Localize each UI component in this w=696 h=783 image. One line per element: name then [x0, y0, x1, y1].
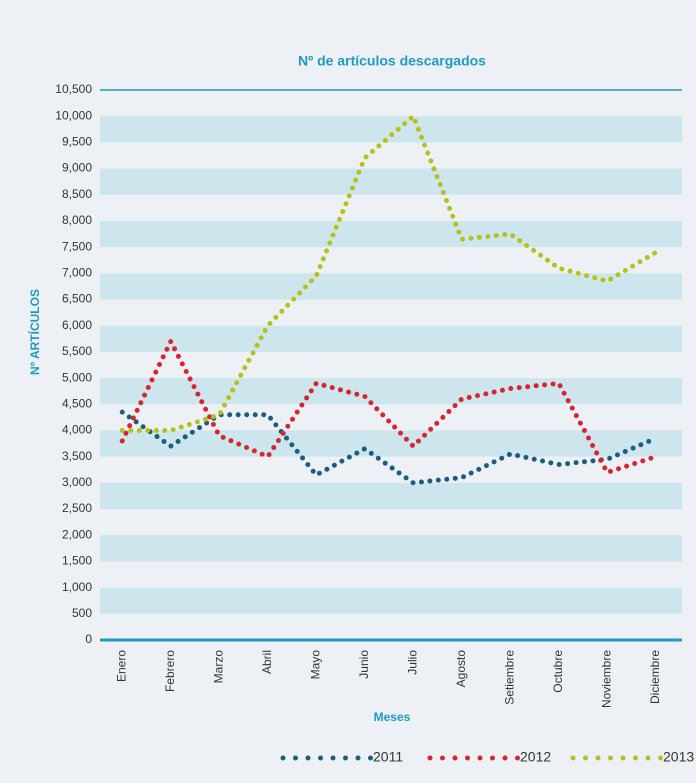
y-tick-label: 1,500 — [62, 554, 92, 568]
y-tick-label: 10,000 — [55, 108, 92, 122]
grid-band — [100, 273, 682, 300]
y-tick-label: 500 — [72, 606, 92, 620]
grid-band — [100, 168, 682, 195]
y-tick-label: 6,000 — [62, 318, 92, 332]
grid-band — [100, 535, 682, 562]
x-axis-label: Meses — [374, 710, 411, 724]
x-tick-label: Julio — [405, 650, 419, 675]
x-tick-label: Mayo — [308, 650, 322, 680]
y-tick-label: 9,500 — [62, 135, 92, 149]
x-tick-label: Marzo — [211, 650, 225, 684]
x-tick-label: Enero — [114, 650, 128, 682]
y-tick-label: 5,500 — [62, 344, 92, 358]
y-tick-label: 7,000 — [62, 266, 92, 280]
y-tick-label: 5,000 — [62, 370, 92, 384]
y-tick-label: 9,000 — [62, 161, 92, 175]
y-tick-label: 3,000 — [62, 475, 92, 489]
x-tick-label: Octubre — [551, 650, 565, 693]
x-tick-label: Febrero — [163, 650, 177, 692]
y-tick-label: 2,000 — [62, 527, 92, 541]
grid-band — [100, 378, 682, 405]
grid-band — [100, 587, 682, 614]
grid-band — [100, 116, 682, 143]
line — [119, 335, 659, 476]
y-tick-label: 3,500 — [62, 449, 92, 463]
x-tick-label: Agosto — [454, 650, 468, 688]
y-tick-label: 8,500 — [62, 187, 92, 201]
y-tick-label: 6,500 — [62, 292, 92, 306]
y-tick-label: 4,500 — [62, 396, 92, 410]
grid-band — [100, 430, 682, 457]
x-tick-label: Noviembre — [599, 650, 613, 708]
x-tick-label: Diciembre — [648, 650, 662, 704]
y-tick-label: 1,000 — [62, 580, 92, 594]
y-tick-label: 4,000 — [62, 423, 92, 437]
y-tick-label: 2,500 — [62, 501, 92, 515]
y-tick-label: 10,500 — [55, 82, 92, 96]
legend-label: 2012 — [520, 749, 551, 765]
legend-label: 2013 — [663, 749, 694, 765]
x-tick-label: Junio — [357, 650, 371, 679]
legend-label: 2011 — [373, 749, 403, 765]
grid-band — [100, 482, 682, 510]
x-tick-label: Abril — [260, 650, 274, 674]
y-axis-label: Nº ARTÍCULOS — [27, 289, 42, 375]
grid-band — [100, 220, 682, 248]
chart-title: Nº de artículos descargados — [298, 53, 486, 69]
grid-band — [100, 325, 682, 352]
y-tick-label: 7,500 — [62, 239, 92, 253]
x-tick-label: Setiembre — [502, 650, 516, 705]
line — [119, 409, 659, 486]
y-tick-label: 8,000 — [62, 213, 92, 227]
y-tick-label: 0 — [85, 632, 92, 646]
